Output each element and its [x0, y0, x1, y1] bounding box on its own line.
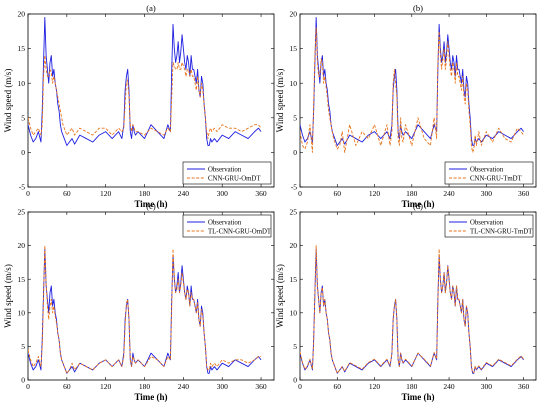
plot-frame [299, 211, 537, 381]
y-tick-label: 15 [290, 275, 298, 284]
x-tick-label: 180 [139, 382, 151, 391]
x-tick-label: 180 [406, 189, 418, 198]
legend-box [444, 161, 534, 185]
x-tick-label: 360 [255, 382, 267, 391]
x-tick-label: 180 [406, 382, 418, 391]
x-tick-label: 240 [178, 189, 190, 198]
x-tick-label: 300 [481, 382, 493, 391]
legend: Observation CNN-GRU-TmDT [444, 161, 534, 185]
x-tick-label: 60 [334, 382, 342, 391]
series-line-prediction [300, 27, 524, 153]
panel-title: (c) [146, 201, 156, 211]
y-tick-label: 25 [18, 208, 26, 217]
x-tick-label: 120 [369, 382, 381, 391]
x-tick-label: 360 [255, 189, 267, 198]
panel-title: (a) [146, 3, 156, 13]
y-tick-label: 0 [293, 148, 297, 157]
y-tick-label: 20 [18, 10, 26, 19]
legend: Observation CNN-GRU-OmDT [182, 161, 272, 185]
plot-frame [299, 13, 537, 188]
y-axis-label: Wind speed (m/s) [275, 264, 285, 328]
y-tick-label: 15 [18, 275, 26, 284]
x-axis-label: Time (h) [401, 392, 434, 402]
y-tick-label: 0 [21, 148, 25, 157]
legend: Observation TL-CNN-GRU-TmDT [444, 214, 534, 238]
x-tick-label: 60 [63, 382, 71, 391]
y-axis-label: Wind speed (m/s) [3, 69, 13, 133]
legend-box [182, 214, 272, 238]
y-tick-label: 25 [290, 208, 298, 217]
y-tick-label: 10 [290, 79, 298, 88]
x-axis-label: Time (h) [401, 199, 434, 209]
x-tick-label: 360 [518, 189, 530, 198]
series-line-prediction [28, 55, 262, 140]
y-tick-label: 10 [18, 308, 26, 317]
x-tick-label: 300 [481, 189, 493, 198]
y-tick-label: -5 [291, 183, 297, 192]
plot-frame [27, 211, 275, 381]
panel-title: (d) [413, 201, 423, 211]
x-tick-label: 120 [369, 189, 381, 198]
x-tick-label: 300 [217, 189, 229, 198]
x-tick-label: 0 [298, 382, 302, 391]
y-tick-label: 0 [21, 376, 25, 385]
y-tick-label: 15 [290, 44, 298, 53]
x-tick-label: 60 [63, 189, 71, 198]
x-tick-label: 120 [100, 189, 112, 198]
legend-box [182, 161, 272, 185]
y-tick-label: 5 [293, 113, 297, 122]
x-tick-label: 360 [518, 382, 530, 391]
legend-label: Observation [208, 219, 242, 226]
x-tick-label: 0 [26, 189, 30, 198]
series-line-prediction [28, 245, 262, 374]
y-axis-label: Wind speed (m/s) [275, 69, 285, 133]
panel-title: (b) [413, 3, 423, 13]
legend-label: TL-CNN-GRU-TmDT [470, 228, 533, 235]
y-tick-label: 10 [290, 308, 298, 317]
legend-label: Observation [208, 166, 242, 173]
x-tick-label: 300 [217, 382, 229, 391]
legend-label: Observation [470, 166, 504, 173]
x-tick-label: 60 [334, 189, 342, 198]
plot-frame [27, 13, 275, 188]
x-tick-label: 180 [139, 189, 151, 198]
y-tick-label: 15 [18, 44, 26, 53]
x-tick-label: 0 [298, 189, 302, 198]
y-tick-label: 20 [18, 241, 26, 250]
legend-label: Observation [470, 219, 504, 226]
x-axis-label: Time (h) [134, 199, 167, 209]
x-tick-label: 120 [100, 382, 112, 391]
x-tick-label: 240 [443, 382, 455, 391]
legend-label: CNN-GRU-TmDT [470, 175, 523, 182]
y-tick-label: 10 [18, 79, 26, 88]
legend-label: TL-CNN-GRU-OmDT [208, 228, 272, 235]
y-tick-label: 5 [21, 113, 25, 122]
x-tick-label: 0 [26, 382, 30, 391]
y-tick-label: 20 [290, 241, 298, 250]
legend-box [444, 214, 534, 238]
y-axis-label: Wind speed (m/s) [3, 264, 13, 328]
y-tick-label: 0 [293, 376, 297, 385]
y-tick-label: 20 [290, 10, 298, 19]
series-line-prediction [300, 245, 524, 374]
y-tick-label: 5 [293, 342, 297, 351]
y-tick-label: 5 [21, 342, 25, 351]
x-axis-label: Time (h) [134, 392, 167, 402]
y-tick-label: -5 [19, 183, 25, 192]
x-tick-label: 240 [178, 382, 190, 391]
legend-label: CNN-GRU-OmDT [208, 175, 261, 182]
x-tick-label: 240 [443, 189, 455, 198]
legend: Observation TL-CNN-GRU-OmDT [182, 214, 272, 238]
